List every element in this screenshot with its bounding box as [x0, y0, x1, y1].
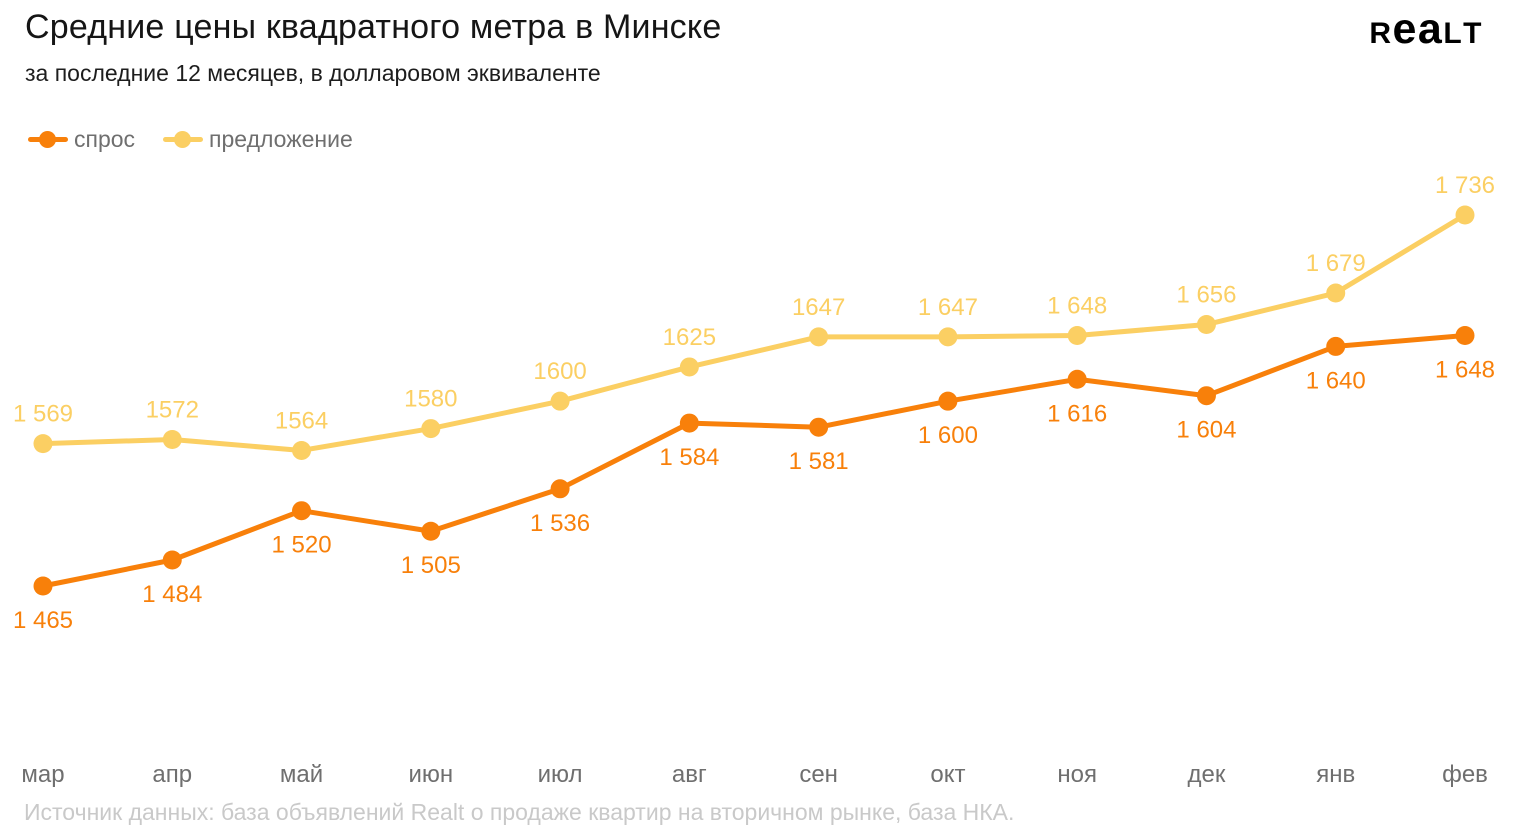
value-label: 1 584 — [659, 444, 719, 471]
data-point — [1455, 205, 1475, 225]
data-point — [1067, 369, 1087, 389]
value-label: 1600 — [533, 358, 586, 385]
x-axis-label: июн — [408, 761, 453, 788]
value-label: 1647 — [792, 294, 845, 321]
data-point — [1326, 283, 1346, 303]
x-axis-label: июл — [538, 761, 583, 788]
value-label: 1 536 — [530, 510, 590, 537]
x-axis-label: мар — [21, 761, 64, 788]
data-point — [809, 327, 829, 347]
value-label: 1 640 — [1306, 367, 1366, 394]
x-axis-label: апр — [152, 761, 192, 788]
value-label: 1 616 — [1047, 400, 1107, 427]
x-axis-label: ноя — [1057, 761, 1097, 788]
data-point — [679, 413, 699, 433]
demand-series-marker-icon — [28, 131, 68, 148]
value-label: 1 505 — [401, 552, 461, 579]
data-point — [809, 417, 829, 437]
data-point — [1196, 315, 1216, 335]
value-label: 1 736 — [1435, 172, 1495, 199]
series-line-1 — [40, 212, 1468, 453]
x-axis-label: окт — [930, 761, 965, 788]
data-point — [679, 357, 699, 377]
data-point — [1196, 386, 1216, 406]
data-point — [1326, 336, 1346, 356]
logo-letter: e — [1392, 5, 1418, 53]
value-label: 1 647 — [918, 294, 978, 321]
value-label: 1 520 — [272, 532, 332, 559]
value-label: 1 569 — [13, 401, 73, 428]
data-point — [550, 479, 570, 499]
value-label: 1564 — [275, 407, 328, 434]
value-label: 1 648 — [1435, 356, 1495, 383]
data-point — [33, 576, 53, 596]
data-point — [1067, 325, 1087, 345]
supply-series-marker-icon — [163, 131, 204, 148]
logo-letter: a — [1417, 5, 1444, 53]
chart-legend: спрос предложение — [28, 126, 353, 153]
data-point — [33, 434, 53, 454]
data-point — [162, 550, 182, 570]
logo-letter: T — [1463, 17, 1483, 50]
data-point — [421, 419, 441, 439]
series-line-0 — [40, 332, 1468, 589]
value-label: 1625 — [663, 324, 716, 351]
data-point — [938, 327, 958, 347]
logo-letter: R — [1369, 17, 1393, 50]
value-label: 1580 — [404, 386, 457, 413]
data-point — [550, 391, 570, 411]
data-point — [162, 430, 182, 450]
data-point — [1455, 325, 1475, 345]
x-axis-label: фев — [1442, 761, 1488, 788]
x-axis-label: дек — [1188, 761, 1226, 788]
x-axis-label: май — [280, 761, 323, 788]
x-axis-label: янв — [1316, 761, 1355, 788]
data-point — [938, 391, 958, 411]
value-label: 1 648 — [1047, 292, 1107, 319]
logo-letter: L — [1443, 17, 1464, 50]
data-point — [292, 440, 312, 460]
value-label: 1 604 — [1176, 417, 1236, 444]
data-point — [292, 501, 312, 521]
data-point — [421, 521, 441, 541]
value-label: 1572 — [146, 397, 199, 424]
value-label: 1 656 — [1176, 282, 1236, 309]
value-label: 1 465 — [13, 607, 73, 634]
value-label: 1 484 — [142, 581, 202, 608]
legend-item-supply: предложение — [163, 126, 353, 153]
chart-subtitle: за последние 12 месяцев, в долларовом эк… — [25, 60, 601, 86]
x-axis-label: сен — [799, 761, 838, 788]
value-label: 1 600 — [918, 422, 978, 449]
page-title: Средние цены квадратного метра в Минске — [25, 8, 722, 46]
value-label: 1 679 — [1306, 250, 1366, 277]
legend-item-demand: спрос — [28, 126, 135, 153]
legend-label-demand: спрос — [74, 126, 136, 152]
value-label: 1 581 — [789, 448, 849, 475]
data-source-note: Источник данных: база объявлений Realt о… — [24, 799, 1015, 825]
x-axis-label: авг — [672, 761, 707, 788]
legend-label-supply: предложение — [209, 126, 353, 152]
